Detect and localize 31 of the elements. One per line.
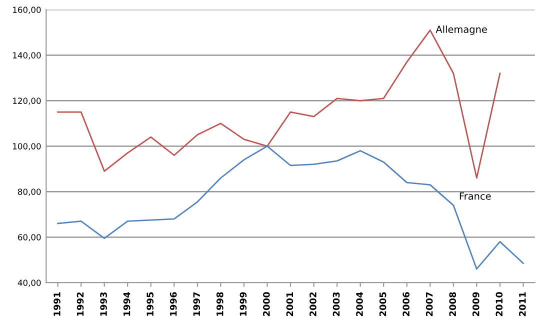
line-series — [57, 145, 524, 270]
x-tick-label: 2001 — [286, 292, 294, 316]
x-tick-label: 1995 — [146, 292, 154, 316]
series-label: Allemagne — [436, 25, 487, 35]
x-tick-label: 2000 — [263, 292, 270, 316]
x-tick-label: 2003 — [332, 292, 340, 316]
x-tick-label: 1993 — [100, 292, 107, 316]
x-tick-label: 2005 — [379, 292, 386, 316]
x-tick-label: 2002 — [310, 292, 316, 316]
x-tick-label: 2009 — [472, 292, 480, 316]
x-tick-label: 2006 — [402, 292, 410, 316]
series-label: France — [460, 192, 491, 200]
x-tick-label: 1997 — [193, 292, 200, 316]
x-tick-label: 1994 — [123, 292, 130, 316]
y-tick-label: 60,00 — [18, 234, 41, 242]
y-tick-label: 160,00 — [13, 6, 41, 14]
x-tick-label: 1998 — [216, 292, 224, 316]
y-tick-label: 140,00 — [13, 52, 41, 60]
x-tick-label: 2010 — [496, 292, 503, 316]
y-tick-label: 80,00 — [18, 188, 41, 196]
x-tick-label: 1992 — [76, 292, 84, 316]
x-tick-label: 1991 — [54, 292, 60, 316]
x-tick-label: 2008 — [449, 292, 456, 316]
x-tick-label: 2004 — [356, 292, 363, 316]
y-tick-label: 100,00 — [13, 143, 41, 150]
x-tick-label: 1999 — [240, 292, 247, 316]
y-tick-label: 40,00 — [18, 280, 41, 287]
x-tick-label: 1996 — [170, 292, 177, 316]
y-tick-label: 120,00 — [13, 98, 41, 105]
x-tick-label: 2011 — [519, 292, 526, 316]
x-tick-label: 2007 — [426, 292, 433, 316]
